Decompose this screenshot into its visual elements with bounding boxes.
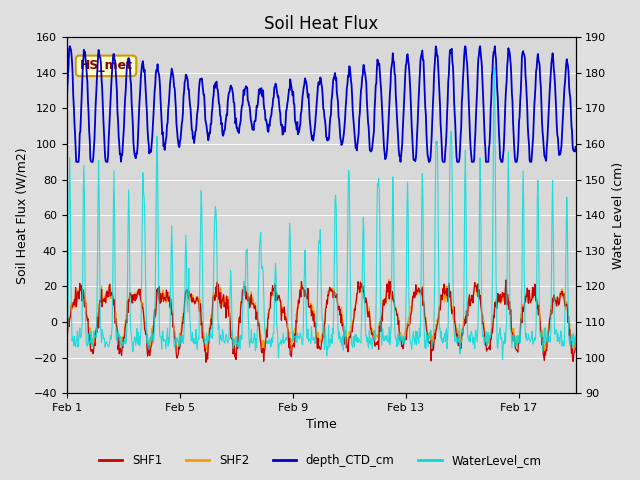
Text: HS_met: HS_met [79, 60, 132, 72]
Legend: SHF1, SHF2, depth_CTD_cm, WaterLevel_cm: SHF1, SHF2, depth_CTD_cm, WaterLevel_cm [94, 449, 546, 472]
X-axis label: Time: Time [306, 419, 337, 432]
Title: Soil Heat Flux: Soil Heat Flux [264, 15, 378, 33]
Y-axis label: Water Level (cm): Water Level (cm) [612, 162, 625, 269]
Y-axis label: Soil Heat Flux (W/m2): Soil Heat Flux (W/m2) [15, 147, 28, 284]
